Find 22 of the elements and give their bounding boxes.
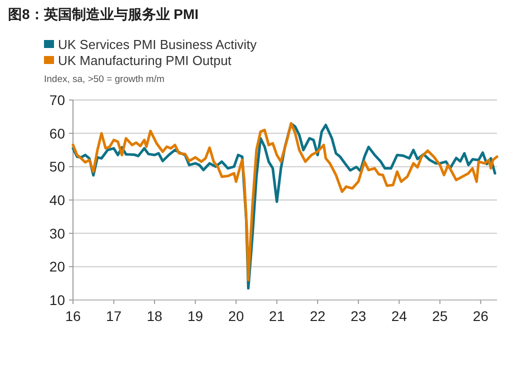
legend-item: UK Manufacturing PMI Output — [44, 53, 232, 68]
x-tick-label: 22 — [310, 308, 326, 324]
y-tick-label: 50 — [49, 158, 66, 175]
x-tick-label: 24 — [391, 308, 408, 324]
chart-title: 图8：英国制造业与服务业 PMI — [8, 6, 199, 22]
x-tick-label: 19 — [188, 308, 204, 324]
x-tick-label: 16 — [65, 308, 81, 324]
y-tick-label: 70 — [49, 92, 66, 108]
x-tick-label: 17 — [106, 308, 122, 324]
y-tick-label: 40 — [49, 192, 66, 208]
x-tick-label: 18 — [146, 308, 163, 324]
y-tick-label: 20 — [49, 258, 66, 275]
y-tick-label: 10 — [49, 292, 66, 308]
x-tick-label: 26 — [472, 308, 489, 324]
chart-subtitle: Index, sa, >50 = growth m/m — [44, 74, 164, 85]
y-tick-label: 60 — [49, 125, 66, 142]
y-tick-label: 30 — [49, 225, 66, 242]
x-tick-label: 25 — [432, 308, 448, 324]
x-tick-label: 20 — [228, 308, 244, 324]
x-tick-label: 23 — [350, 308, 366, 324]
x-tick-label: 21 — [269, 308, 285, 324]
legend-item: UK Services PMI Business Activity — [44, 37, 257, 52]
